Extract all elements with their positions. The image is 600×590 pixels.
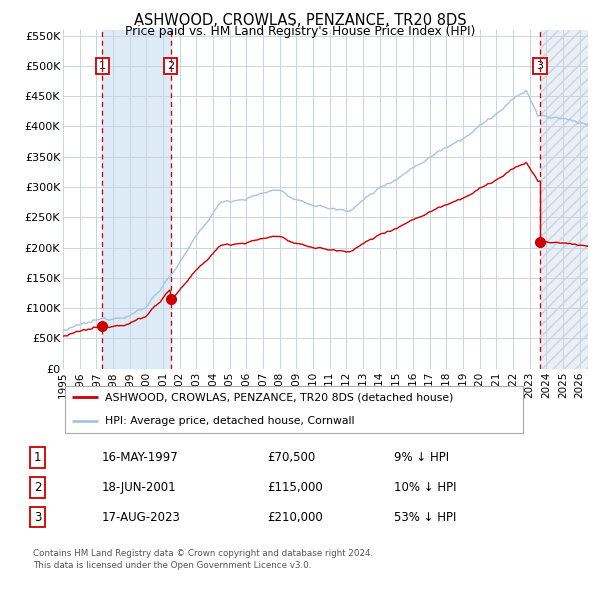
Text: 2: 2 [34,481,41,494]
Text: 3: 3 [34,511,41,524]
Text: 1: 1 [34,451,41,464]
Text: 18-JUN-2001: 18-JUN-2001 [101,481,176,494]
Text: 9% ↓ HPI: 9% ↓ HPI [394,451,449,464]
Text: 10% ↓ HPI: 10% ↓ HPI [394,481,457,494]
Text: ASHWOOD, CROWLAS, PENZANCE, TR20 8DS (detached house): ASHWOOD, CROWLAS, PENZANCE, TR20 8DS (de… [104,392,453,402]
Bar [540,30,588,369]
Text: £115,000: £115,000 [267,481,323,494]
Bar [103,30,170,369]
Text: 2: 2 [167,61,174,71]
Text: ASHWOOD, CROWLAS, PENZANCE, TR20 8DS: ASHWOOD, CROWLAS, PENZANCE, TR20 8DS [134,13,466,28]
Text: Price paid vs. HM Land Registry's House Price Index (HPI): Price paid vs. HM Land Registry's House … [125,25,475,38]
Text: Contains HM Land Registry data © Crown copyright and database right 2024.: Contains HM Land Registry data © Crown c… [33,549,373,558]
Text: 16-MAY-1997: 16-MAY-1997 [101,451,178,464]
Text: 53% ↓ HPI: 53% ↓ HPI [394,511,456,524]
FancyBboxPatch shape [65,386,523,434]
Text: HPI: Average price, detached house, Cornwall: HPI: Average price, detached house, Corn… [104,416,354,426]
Text: 17-AUG-2023: 17-AUG-2023 [101,511,180,524]
Text: £210,000: £210,000 [267,511,323,524]
Bar [540,30,588,369]
Text: 3: 3 [536,61,544,71]
Text: 1: 1 [99,61,106,71]
Text: This data is licensed under the Open Government Licence v3.0.: This data is licensed under the Open Gov… [33,561,311,570]
Text: £70,500: £70,500 [267,451,315,464]
